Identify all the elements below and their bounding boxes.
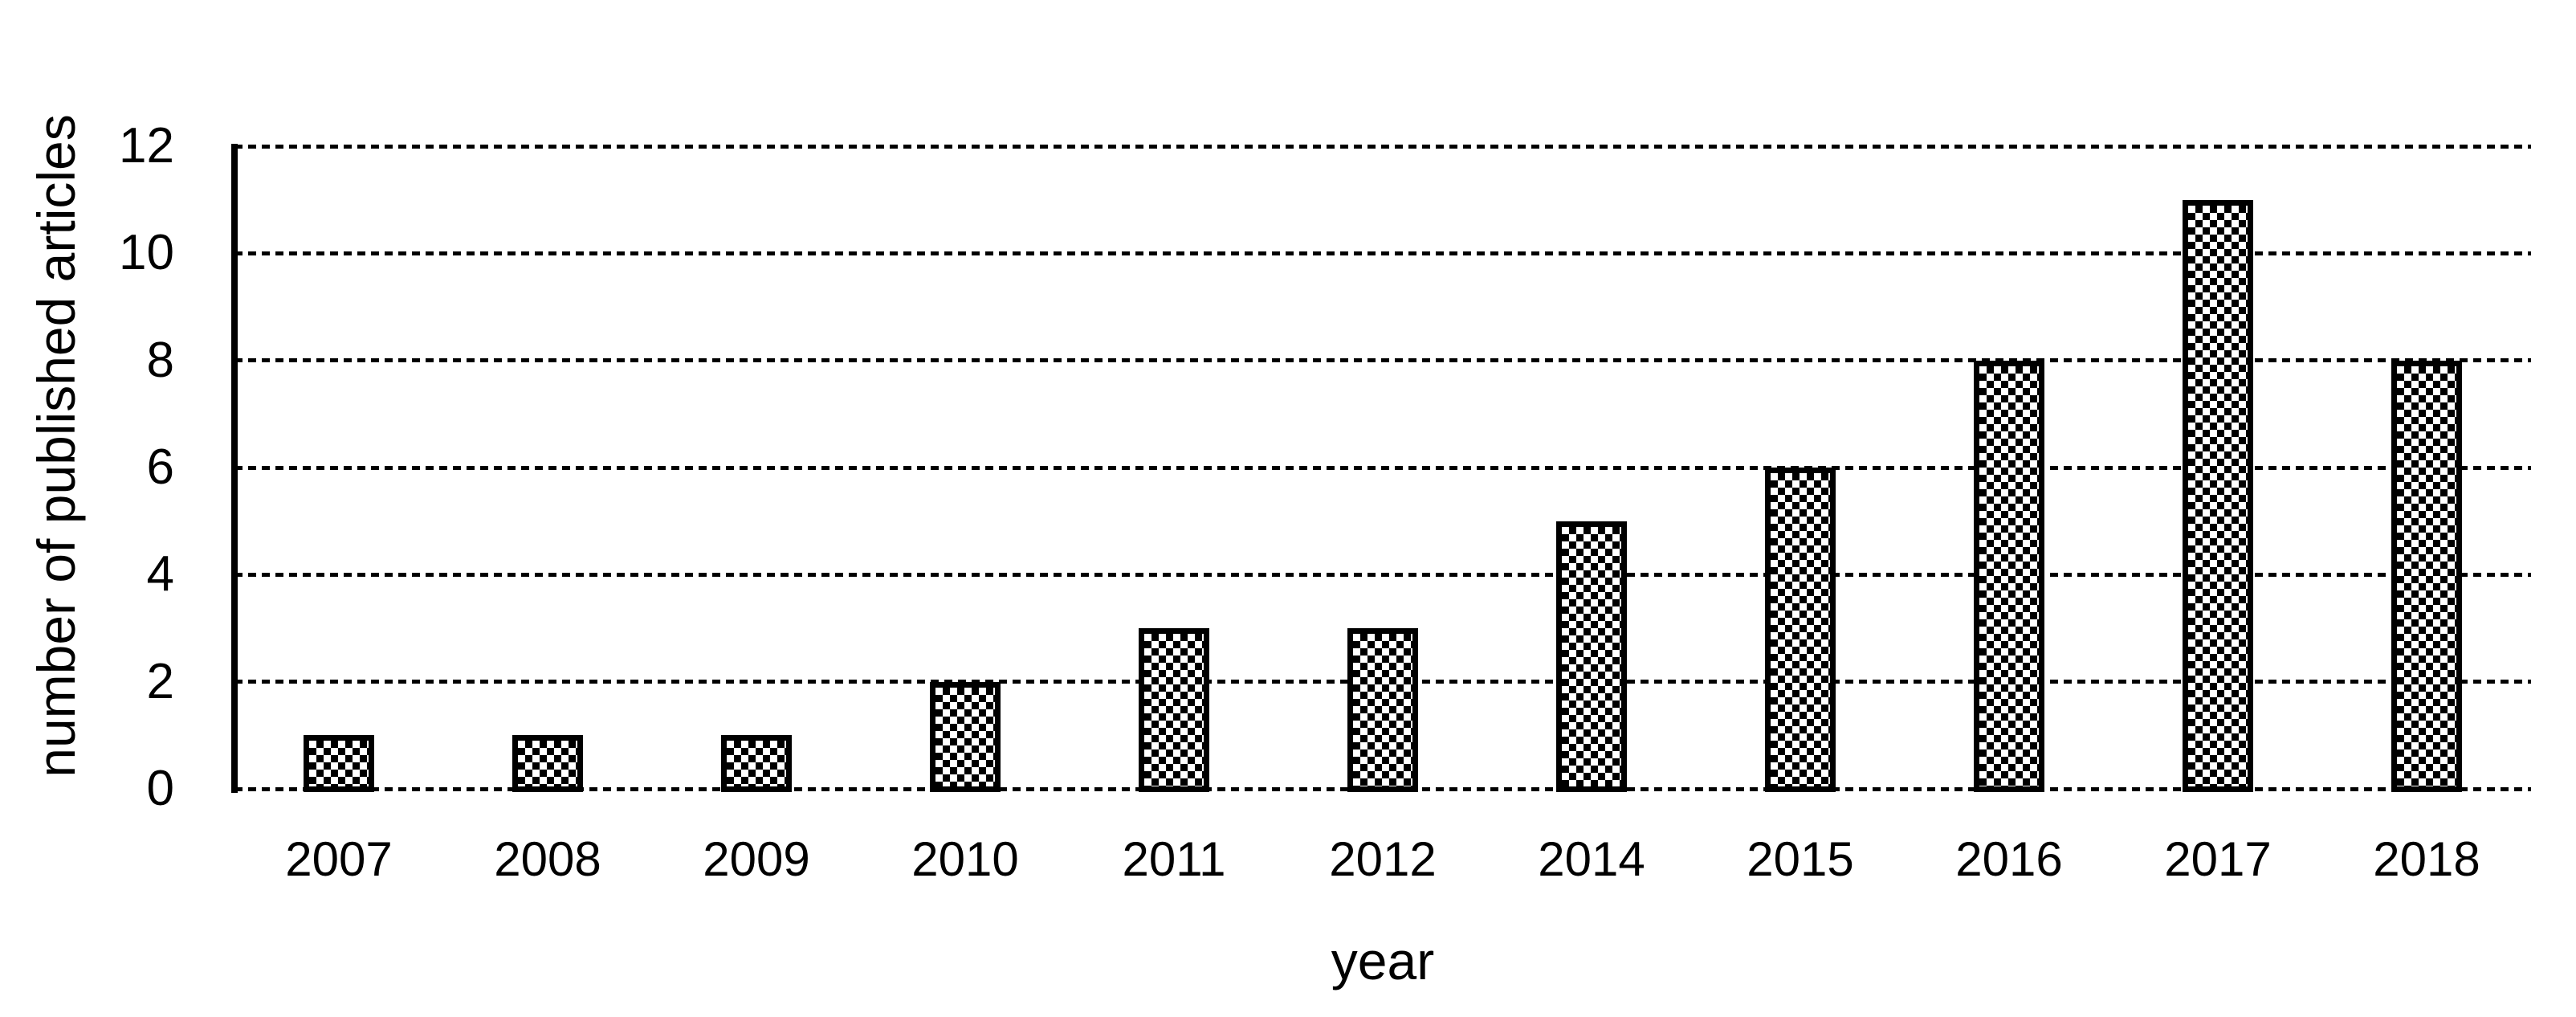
x-tick-label-2010: 2010 bbox=[911, 832, 1019, 886]
gridline-y-12 bbox=[234, 144, 2531, 149]
bar-2012 bbox=[1347, 628, 1418, 792]
bar-2009 bbox=[721, 735, 792, 792]
y-tick-label-0: 0 bbox=[146, 761, 174, 816]
bar-2010 bbox=[930, 681, 1001, 792]
y-tick-label-6: 6 bbox=[146, 439, 174, 495]
y-tick-label-2: 2 bbox=[146, 653, 174, 709]
gridline-y-8 bbox=[234, 358, 2531, 363]
x-tick-label-2009: 2009 bbox=[703, 832, 810, 886]
x-tick-label-2016: 2016 bbox=[1955, 832, 2063, 886]
bar-2017 bbox=[2183, 199, 2253, 792]
gridline-y-10 bbox=[234, 251, 2531, 255]
x-tick-label-2012: 2012 bbox=[1329, 832, 1437, 886]
bar-2016 bbox=[1974, 360, 2044, 792]
y-tick-label-4: 4 bbox=[146, 546, 174, 602]
bar-2018 bbox=[2391, 360, 2462, 792]
x-axis-title: year bbox=[1331, 931, 1435, 990]
x-tick-label-2014: 2014 bbox=[1538, 832, 1645, 886]
x-tick-label-2008: 2008 bbox=[494, 832, 601, 886]
x-tick-label-2018: 2018 bbox=[2373, 832, 2480, 886]
plot-area bbox=[231, 144, 2531, 793]
bar-2011 bbox=[1139, 628, 1209, 792]
bar-2015 bbox=[1765, 468, 1836, 792]
x-tick-label-2015: 2015 bbox=[1747, 832, 1854, 886]
gridline-y-4 bbox=[234, 572, 2531, 577]
y-tick-label-12: 12 bbox=[119, 118, 174, 174]
bar-2014 bbox=[1556, 521, 1627, 792]
y-tick-label-8: 8 bbox=[146, 332, 174, 388]
x-tick-label-2007: 2007 bbox=[285, 832, 393, 886]
gridline-y-6 bbox=[234, 465, 2531, 470]
bar-2007 bbox=[304, 735, 374, 792]
x-tick-label-2011: 2011 bbox=[1122, 832, 1226, 886]
y-tick-label-10: 10 bbox=[119, 225, 174, 281]
x-tick-label-2017: 2017 bbox=[2164, 832, 2272, 886]
bar-2008 bbox=[512, 735, 583, 792]
